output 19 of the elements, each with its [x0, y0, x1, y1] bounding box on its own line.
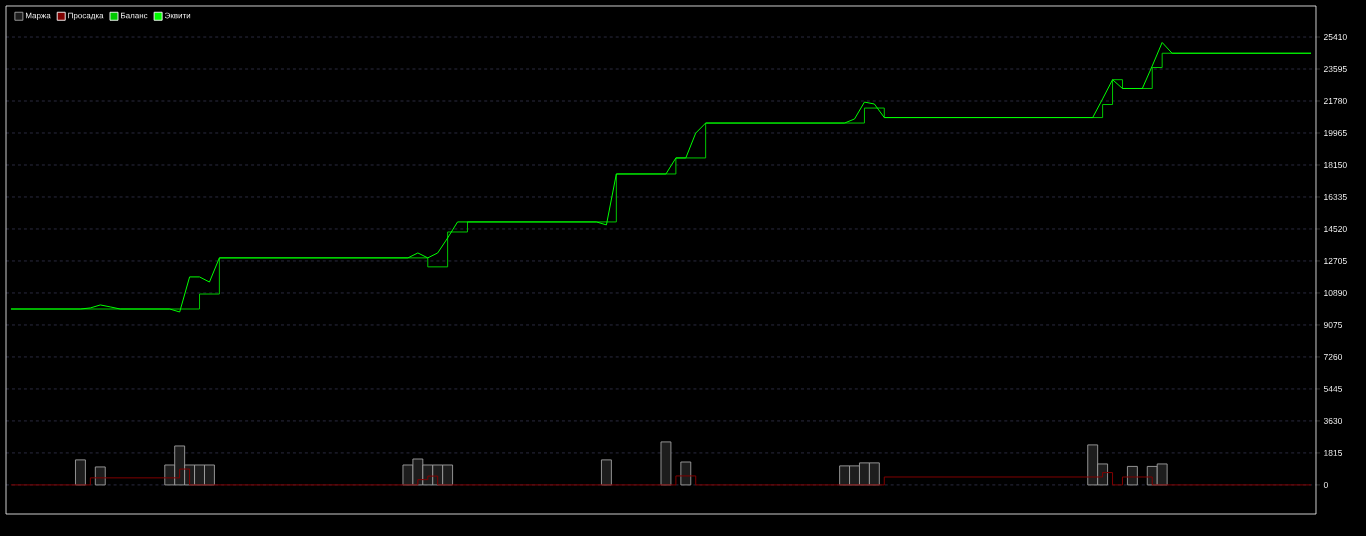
- y-tick-label: 0: [1323, 481, 1328, 488]
- y-tick-label: 3630: [1323, 417, 1343, 424]
- y-tick-label: 25410: [1323, 34, 1347, 41]
- legend-label: Маржа: [25, 12, 51, 20]
- y-tick-label: 9075: [1323, 321, 1343, 328]
- y-tick-label: 10890: [1324, 289, 1347, 296]
- y-tick-label: 14520: [1324, 225, 1347, 232]
- y-tick-label: 18150: [1324, 161, 1347, 168]
- y-tick-label: 12705: [1324, 257, 1347, 264]
- y-tick-label: 16335: [1324, 193, 1347, 200]
- y-tick-label: 23595: [1323, 66, 1347, 73]
- y-tick-label: 5445: [1323, 385, 1343, 392]
- y-tick-label: 1815: [1324, 449, 1343, 456]
- y-tick-label: 21780: [1323, 97, 1347, 105]
- y-tick-label: 7260: [1323, 353, 1343, 360]
- legend-label: Эквити: [164, 12, 191, 19]
- y-tick-label: 19965: [1324, 129, 1347, 136]
- legend-label: Просадка: [68, 12, 104, 20]
- legend-label: Баланс: [121, 12, 148, 19]
